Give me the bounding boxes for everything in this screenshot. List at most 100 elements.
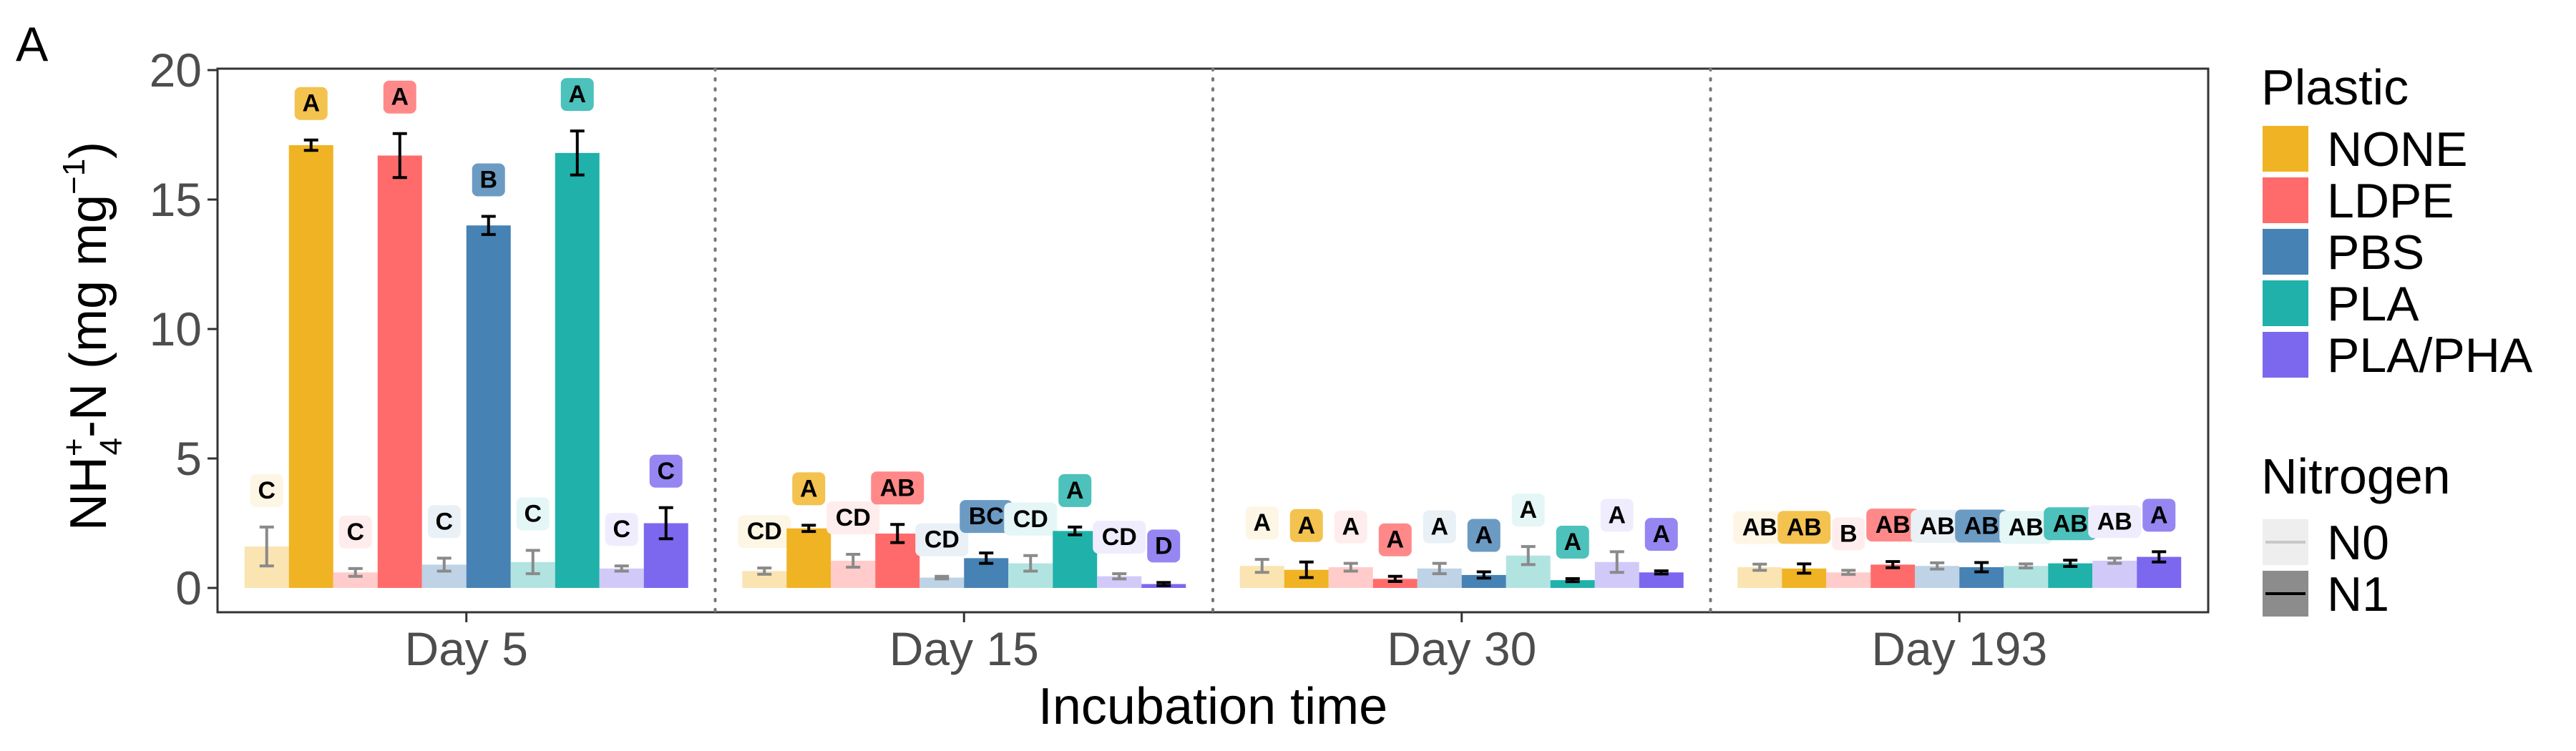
- error-bar: [259, 525, 274, 568]
- error-bar: [392, 132, 407, 180]
- group-letter-background: [294, 87, 328, 120]
- bar-group: C: [333, 515, 378, 588]
- y-tick-label: 10: [150, 303, 202, 355]
- bar: [2004, 566, 2049, 588]
- error-bar: [1797, 562, 1812, 575]
- error-bar: [1752, 562, 1767, 572]
- bar-group: AB: [1733, 511, 1787, 588]
- bar: [2092, 560, 2137, 588]
- x-axis: Day 5 Day 15 Day 30 Day 193: [405, 612, 2047, 675]
- group-letter-label: A: [792, 472, 826, 506]
- group-letter: AB: [880, 474, 915, 501]
- error-bar: [890, 523, 905, 544]
- bar: [466, 225, 511, 588]
- legend-swatch: [2263, 126, 2308, 172]
- group-letter-label: CD: [1004, 502, 1058, 536]
- error-bar: [979, 551, 994, 565]
- group-letter: CD: [1102, 524, 1137, 551]
- bar-group: B: [466, 163, 511, 588]
- group-letter: A: [800, 475, 818, 502]
- group-letter-background: [605, 513, 638, 546]
- group-letter-label: A: [1289, 509, 1323, 542]
- group-letter: A: [2150, 501, 2168, 529]
- group-letter-label: AB: [1999, 511, 2053, 544]
- group-letter: A: [1066, 477, 1084, 504]
- group-letter-background: [1334, 510, 1367, 544]
- error-bar: [525, 549, 540, 576]
- group-letter-background: [738, 515, 791, 549]
- group-letter-label: AB: [871, 471, 924, 505]
- group-letter-background: [960, 500, 1013, 534]
- group-letter-label: B: [472, 163, 505, 197]
- group-letter: B: [479, 167, 497, 194]
- error-bar: [481, 215, 496, 236]
- group-letter: A: [302, 90, 320, 117]
- bar-group: AB: [1999, 511, 2053, 588]
- bar: [1550, 580, 1595, 588]
- group-letter-background: [2088, 505, 2142, 539]
- bar: [919, 577, 965, 588]
- group-letter-label: C: [649, 454, 683, 488]
- group-letter: AB: [1920, 513, 1955, 540]
- group-letter: A: [1342, 514, 1360, 541]
- svg-text:NH+4-N (mg mg−1): NH+4-N (mg mg−1): [57, 142, 129, 531]
- group-letter: A: [1386, 526, 1404, 554]
- bar: [742, 571, 787, 588]
- legend-item: LDPE: [2263, 174, 2454, 228]
- group-letter-background: [560, 78, 594, 112]
- bar-group: A: [1372, 523, 1418, 588]
- group-letter-label: BC: [960, 500, 1013, 534]
- group-letter: C: [435, 508, 453, 535]
- group-letter-background: [1777, 511, 1831, 544]
- group-letter-label: A: [294, 87, 328, 120]
- panel-label: A: [16, 17, 49, 72]
- y-axis-title-superscript: +: [57, 438, 92, 456]
- bar-group: C: [599, 513, 644, 588]
- x-axis-title: Incubation time: [1038, 678, 1387, 735]
- group-letter-background: [1093, 521, 1146, 554]
- group-letter-background: [915, 523, 969, 556]
- bar-group: C: [643, 454, 688, 588]
- bar-group: A: [1239, 506, 1284, 588]
- legend-label: PLA/PHA: [2327, 328, 2533, 383]
- group-letter-label: AB: [1777, 511, 1831, 544]
- group-letter-label: C: [516, 497, 550, 531]
- group-letter-background: [1832, 517, 1865, 551]
- group-letter-label: AB: [2044, 507, 2097, 541]
- error-bar: [1112, 572, 1127, 581]
- bar-group: AB: [1911, 509, 1964, 588]
- group-letter: B: [1840, 520, 1858, 547]
- group-letter: C: [613, 516, 630, 543]
- group-letter-background: [1556, 525, 1589, 559]
- error-bar: [801, 524, 816, 534]
- bar: [1461, 574, 1506, 588]
- group-letter-label: A: [1058, 473, 1092, 507]
- group-letter: AB: [2009, 514, 2044, 541]
- group-letter: A: [1430, 514, 1448, 541]
- bar-group: BC: [960, 500, 1013, 588]
- group-letter: A: [1608, 501, 1626, 529]
- error-bar: [303, 138, 318, 152]
- bar-group: A: [1461, 519, 1506, 588]
- group-letter: AB: [1875, 511, 1911, 539]
- group-letter-label: AB: [1866, 509, 1920, 542]
- error-bar: [2107, 556, 2122, 565]
- bar-group: A: [1506, 494, 1551, 588]
- error-bar: [1609, 550, 1624, 574]
- group-letter-background: [2142, 499, 2176, 532]
- group-letter-background: [1644, 518, 1678, 551]
- y-tick-label: 0: [175, 561, 202, 614]
- error-bar: [1432, 561, 1447, 576]
- group-letter: AB: [1964, 513, 1999, 540]
- x-tick-label: Day 193: [1871, 622, 2047, 675]
- group-letter: C: [657, 458, 675, 485]
- bar-group: B: [1826, 517, 1871, 588]
- group-letter-label: A: [1600, 499, 1634, 532]
- y-axis-title-exponent: −1: [57, 159, 92, 195]
- error-bar: [1068, 525, 1083, 536]
- bar: [555, 152, 600, 589]
- group-letter-label: A: [2142, 499, 2176, 532]
- bar: [1639, 572, 1684, 588]
- legend-label: PLA: [2327, 277, 2419, 331]
- error-bar: [1841, 569, 1856, 576]
